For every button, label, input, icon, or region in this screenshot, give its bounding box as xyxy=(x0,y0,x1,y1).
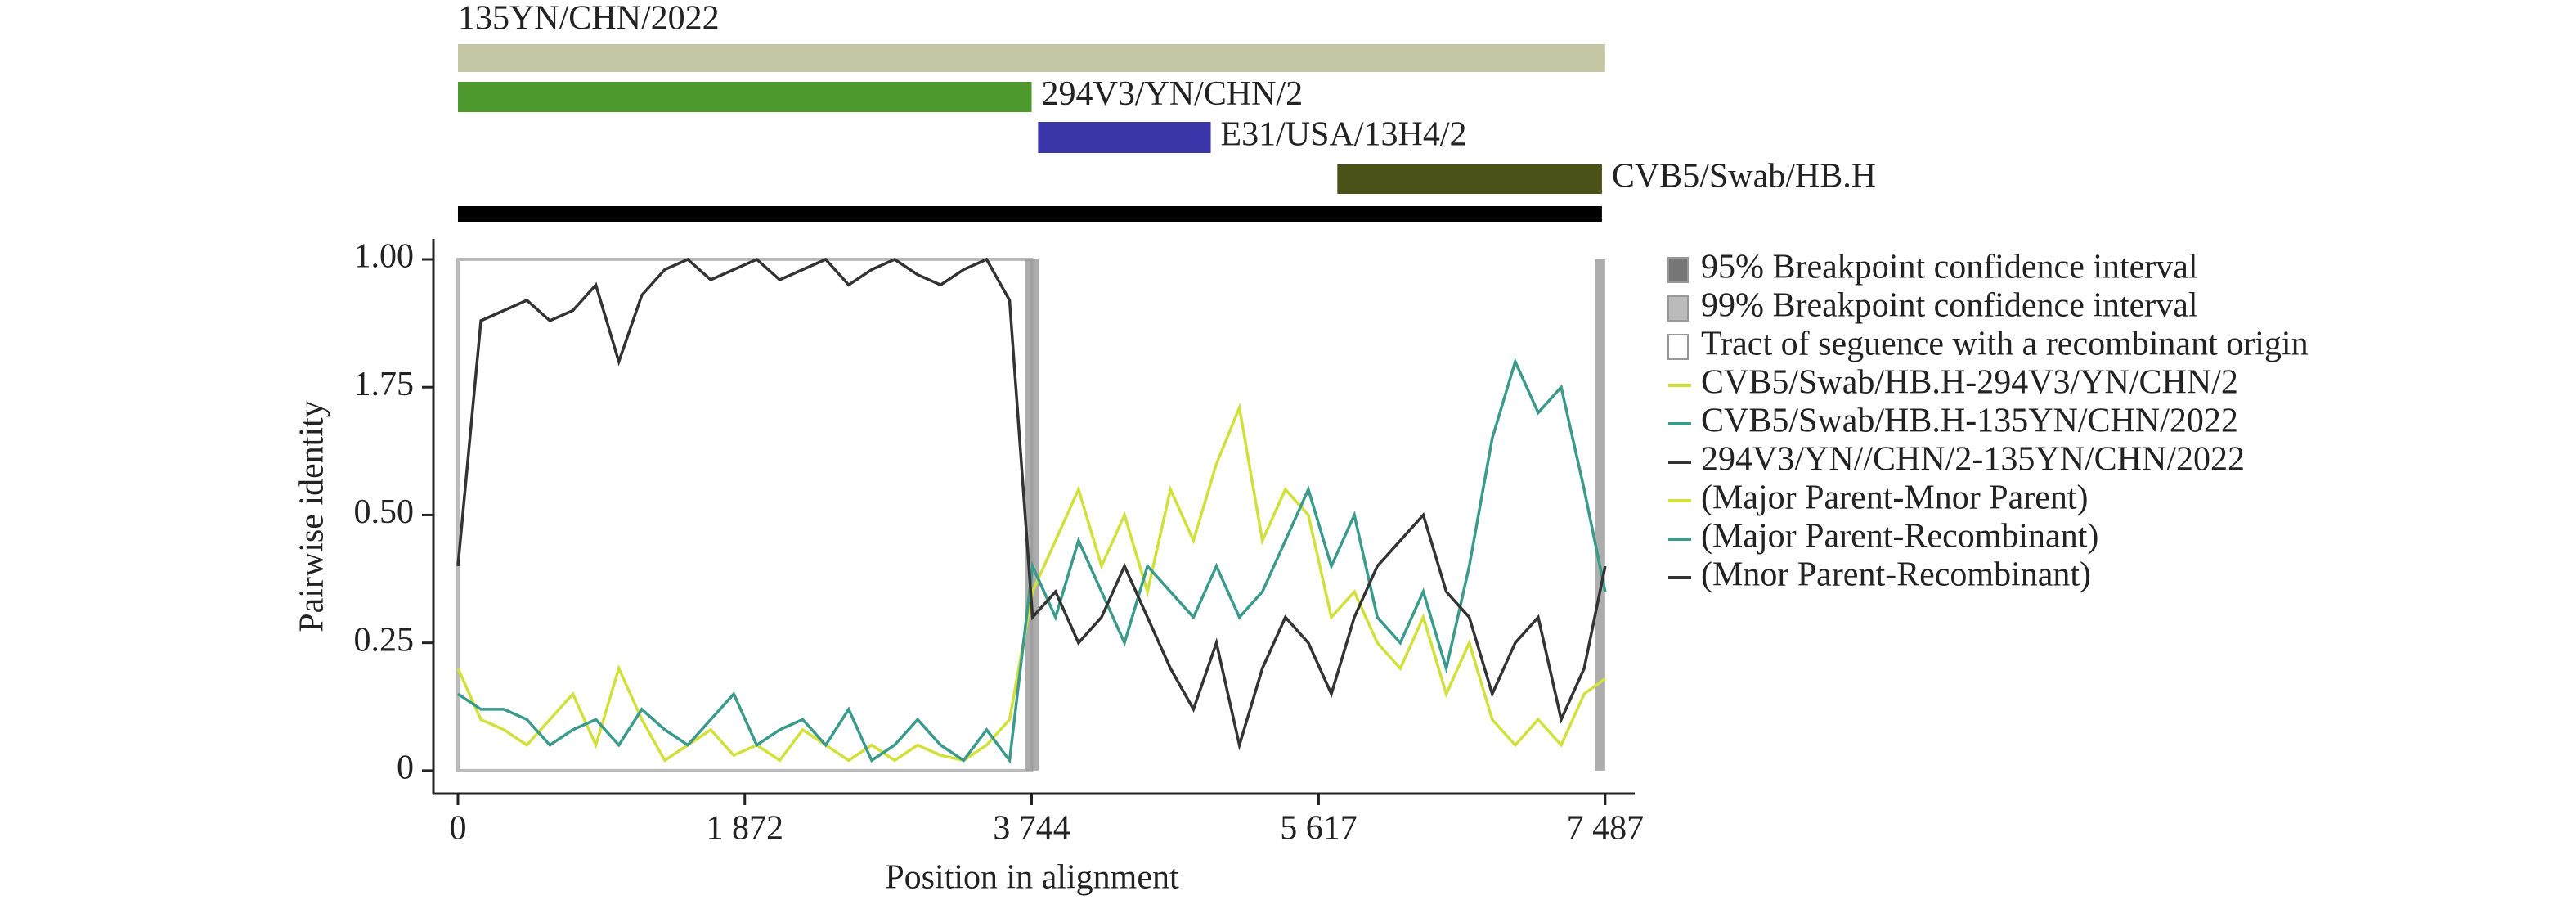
track-label: 294V3/YN/CHN/2 xyxy=(1042,75,1304,113)
series-line xyxy=(456,257,1607,751)
legend-label: (Mnor Parent-Recombinant) xyxy=(1701,556,2091,594)
y-tick-label: 0 xyxy=(397,749,414,787)
legend-label: CVB5/Swab/HB.H-294V3/YN/CHN/2 xyxy=(1701,364,2238,402)
y-axis-label: Pairwise identity xyxy=(294,400,331,632)
y-tick-label: 0.50 xyxy=(354,493,415,531)
x-tick-label: 1 872 xyxy=(706,810,783,848)
recombinant-marker xyxy=(457,206,1602,222)
legend-label: 95% Breakpoint confidence interval xyxy=(1701,249,2198,286)
legend-swatch xyxy=(1667,295,1689,322)
series-line xyxy=(456,402,1606,763)
breakpoint-interval xyxy=(1595,259,1605,771)
tract-box xyxy=(456,257,1034,772)
x-tick-label: 3 744 xyxy=(993,810,1070,848)
track-bar xyxy=(1337,164,1602,194)
y-tick-label: 1.00 xyxy=(354,238,415,276)
track-label: 135YN/CHN/2022 xyxy=(458,0,720,38)
x-tick-label: 0 xyxy=(449,810,466,848)
x-tick-label: 5 617 xyxy=(1280,810,1358,848)
legend-label: (Major Parent-Mnor Parent) xyxy=(1701,479,2089,517)
legend-swatch xyxy=(1667,257,1689,283)
legend-label: CVB5/Swab/HB.H-135YN/CHN/2022 xyxy=(1701,403,2238,440)
track-bar xyxy=(457,44,1605,72)
track-label: E31/USA/13H4/2 xyxy=(1221,116,1467,154)
x-tick-label: 7 487 xyxy=(1567,810,1645,848)
track-label: CVB5/Swab/HB.H xyxy=(1612,158,1876,196)
legend-label: (Major Parent-Recombinant) xyxy=(1701,518,2098,556)
legend-label: 99% Breakpoint confidence interval xyxy=(1701,287,2198,325)
y-tick-label: 0.25 xyxy=(354,621,415,659)
y-tick-label: 1.75 xyxy=(354,366,415,403)
series-line xyxy=(457,357,1607,764)
legend-swatch xyxy=(1667,334,1689,360)
track-bar xyxy=(1038,122,1211,153)
legend-label: 294V3/YN//CHN/2-135YN/CHN/2022 xyxy=(1701,441,2245,479)
legend-label: Tract of seguence with a recombinant ori… xyxy=(1701,326,2309,363)
track-bar xyxy=(457,82,1032,112)
breakpoint-interval xyxy=(1025,259,1039,771)
x-axis-label: Position in alignment xyxy=(885,859,1179,897)
